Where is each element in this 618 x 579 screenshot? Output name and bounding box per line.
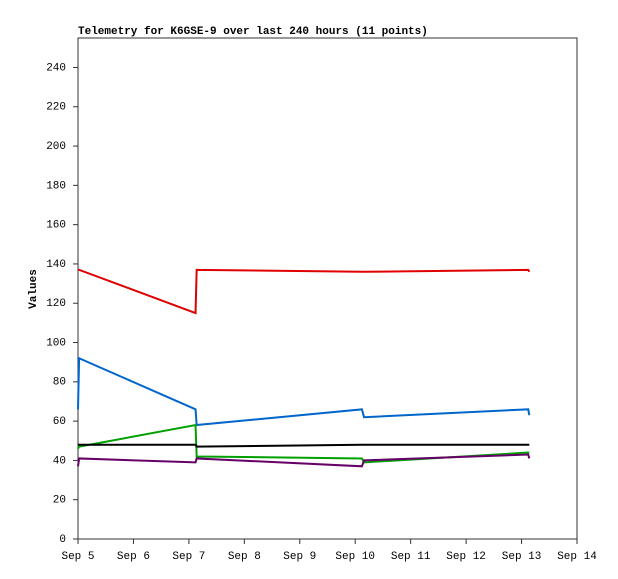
- y-tick-label: 40: [53, 455, 66, 467]
- x-tick-label: Sep 12: [446, 551, 486, 563]
- series-line: [78, 268, 531, 315]
- y-tick-label: 20: [53, 495, 66, 507]
- x-tick-label: Sep 8: [228, 551, 261, 563]
- x-tick-label: Sep 13: [502, 551, 542, 563]
- y-axis-label: Values: [28, 269, 40, 309]
- chart-title: Telemetry for K6GSE-9 over last 240 hour…: [78, 26, 428, 38]
- x-tick-label: Sep 14: [557, 551, 597, 563]
- x-tick-label: Sep 6: [117, 551, 150, 563]
- y-tick-label: 180: [46, 180, 66, 192]
- series-line: [77, 423, 530, 464]
- y-tick-label: 240: [46, 62, 66, 74]
- y-tick-label: 0: [59, 534, 66, 546]
- y-tick-label: 80: [53, 377, 66, 389]
- plot-frame: [77, 37, 578, 540]
- series-line: [77, 356, 531, 427]
- x-tick-label: Sep 9: [283, 551, 316, 563]
- x-tick-label: Sep 5: [61, 551, 94, 563]
- y-tick-label: 140: [46, 259, 66, 271]
- y-tick-label: 60: [53, 416, 66, 428]
- y-tick-label: 220: [46, 102, 66, 114]
- series-line: [77, 453, 531, 468]
- y-tick-label: 100: [46, 337, 66, 349]
- series-line: [78, 443, 530, 448]
- y-tick-label: 200: [46, 141, 66, 153]
- x-tick-label: Sep 11: [391, 551, 431, 563]
- y-tick-label: 120: [46, 298, 66, 310]
- x-tick-label: Sep 7: [172, 551, 205, 563]
- y-tick-label: 160: [46, 220, 66, 232]
- x-tick-label: Sep 10: [335, 551, 375, 563]
